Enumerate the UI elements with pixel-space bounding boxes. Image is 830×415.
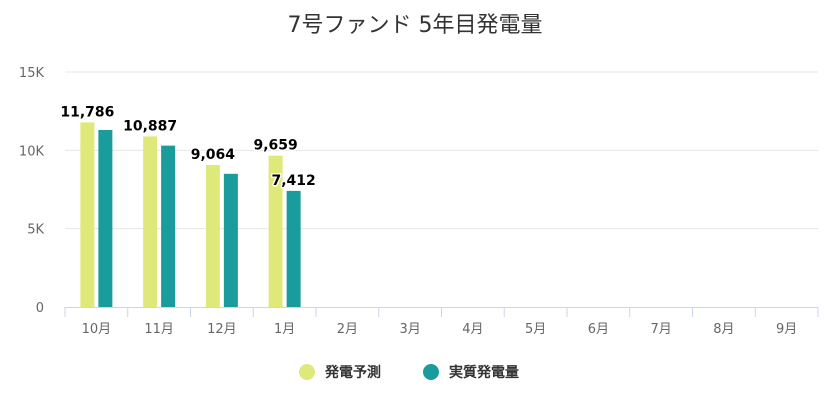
grid-lines <box>65 71 818 230</box>
legend-item[interactable]: 実質発電量 <box>423 364 519 381</box>
y-tick-label: 15K <box>19 66 45 81</box>
x-tick-label: 3月 <box>399 322 420 337</box>
data-label: 10,887 <box>123 118 177 134</box>
x-tick-label: 2月 <box>337 322 358 337</box>
legend-item[interactable]: 発電予測 <box>299 364 381 381</box>
data-labels: 11,786 10,887 9,064 9,659 7,412 <box>59 103 317 191</box>
x-tick-label: 6月 <box>588 322 609 337</box>
x-tick-label: 5月 <box>525 322 546 337</box>
bar[interactable] <box>205 164 220 307</box>
bar[interactable] <box>143 136 158 307</box>
legend-marker <box>299 364 315 380</box>
x-tick-label: 4月 <box>462 322 483 337</box>
data-label: 9,064 <box>191 147 236 163</box>
legend-marker <box>423 364 439 380</box>
axes: 0 5K 10K 15K 10月 11月 12月 1月 2月 3月 4月 5月 6月 7月 8月 9月 <box>19 66 819 337</box>
x-tick-label: 12月 <box>207 322 237 337</box>
x-tick-label: 1月 <box>274 322 295 337</box>
bar[interactable] <box>80 122 95 308</box>
data-label: 11,786 <box>60 104 114 120</box>
bar[interactable] <box>268 155 283 307</box>
bar[interactable] <box>286 190 301 307</box>
bar[interactable] <box>98 129 113 307</box>
data-label: 7,412 <box>271 173 315 189</box>
bar[interactable] <box>161 145 176 307</box>
data-label: 9,659 <box>253 138 297 154</box>
x-tick-label: 10月 <box>82 322 112 337</box>
bar[interactable] <box>223 173 238 307</box>
chart-title: 7号ファンド 5年目発電量 <box>288 13 543 38</box>
y-tick-label: 10K <box>19 144 45 159</box>
x-tick-label: 7月 <box>650 322 671 337</box>
x-tick-label: 11月 <box>144 322 174 337</box>
x-tick-label: 8月 <box>713 322 734 337</box>
y-tick-label: 0 <box>36 301 44 316</box>
y-tick-label: 5K <box>27 223 44 238</box>
legend-label: 実質発電量 <box>449 364 519 381</box>
legend[interactable]: 発電予測 実質発電量 <box>299 364 519 381</box>
bars <box>80 122 301 308</box>
x-tick-label: 9月 <box>776 322 797 337</box>
legend-label: 発電予測 <box>324 364 381 381</box>
